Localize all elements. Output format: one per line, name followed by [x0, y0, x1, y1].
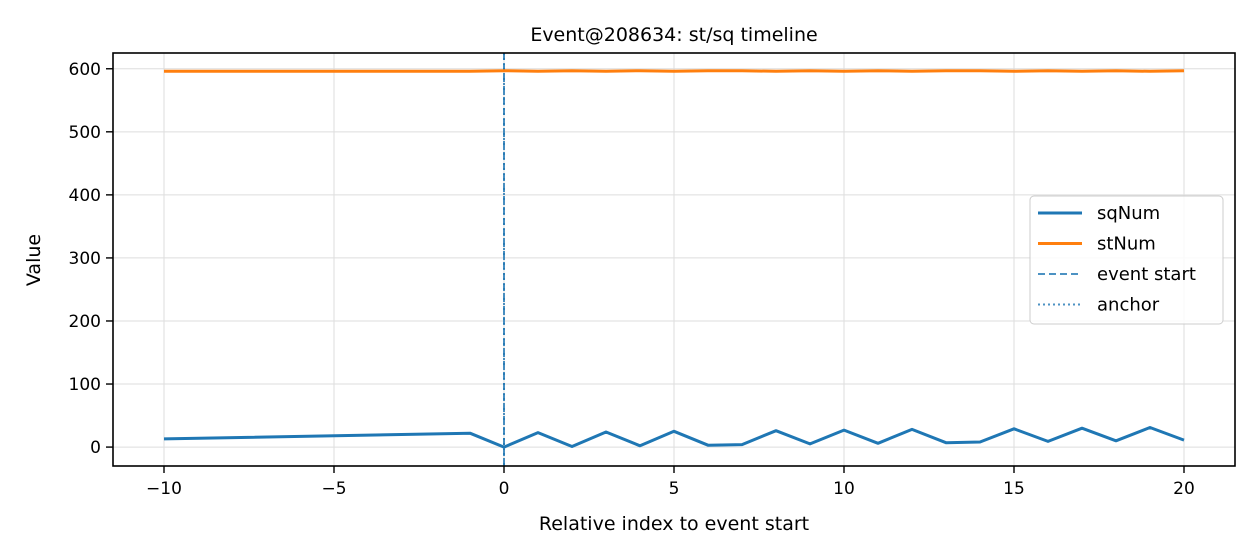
legend: sqNum stNum event start anchor — [1029, 195, 1224, 325]
x-tick-label: −10 — [146, 479, 182, 499]
legend-label: event start — [1097, 264, 1196, 285]
y-tick-label: 300 — [69, 249, 101, 269]
chart-title: Event@208634: st/sq timeline — [530, 24, 817, 46]
x-axis-ticks: −10 −5 0 5 10 15 20 — [146, 466, 1195, 499]
x-tick-label: −5 — [321, 479, 346, 499]
series-line-stNum — [164, 69, 1185, 73]
legend-label: sqNum — [1097, 203, 1160, 224]
x-tick-label: 15 — [1003, 479, 1025, 499]
x-tick-label: 5 — [669, 479, 680, 499]
y-tick-label: 600 — [69, 60, 101, 80]
y-tick-label: 200 — [69, 312, 101, 332]
x-tick-label: 10 — [833, 479, 855, 499]
plot-series — [163, 69, 1185, 449]
y-tick-label: 400 — [69, 186, 101, 206]
series-line-sqNum — [163, 426, 1185, 449]
x-tick-label: 20 — [1173, 479, 1195, 499]
y-axis-title: Value — [23, 234, 45, 286]
legend-label: anchor — [1097, 295, 1160, 316]
x-axis-title: Relative index to event start — [539, 513, 809, 535]
y-tick-label: 100 — [69, 375, 101, 395]
legend-label: stNum — [1097, 234, 1156, 255]
y-tick-label: 500 — [69, 123, 101, 143]
x-tick-label: 0 — [499, 479, 510, 499]
y-tick-label: 0 — [90, 438, 101, 458]
y-axis-ticks: 0 100 200 300 400 500 600 — [69, 60, 113, 458]
legend-box — [1029, 195, 1224, 325]
